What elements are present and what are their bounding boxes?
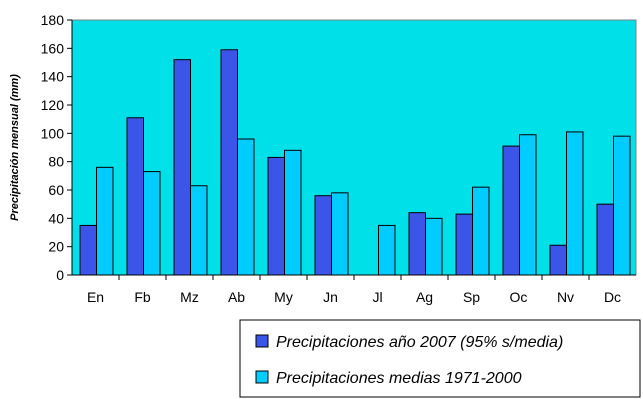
bar-Jn-series-1 bbox=[314, 195, 332, 276]
bar-Mz-series-1 bbox=[173, 59, 191, 276]
bar-Sp-series-2 bbox=[472, 186, 490, 276]
bar-My-series-1 bbox=[267, 156, 285, 276]
x-tick-label: En bbox=[87, 289, 104, 305]
bars bbox=[79, 49, 631, 276]
x-axis-ticks: En Fb Mz Ab My Jn Jl Ag Sp Oc Nv Dc bbox=[87, 275, 621, 305]
y-tick-label: 20 bbox=[48, 239, 64, 255]
x-tick-label: Oc bbox=[510, 289, 528, 305]
y-tick-label: 60 bbox=[48, 182, 64, 198]
bar-Nv-series-1 bbox=[549, 244, 567, 276]
bar-My-series-2 bbox=[284, 149, 302, 276]
x-tick-label: Mz bbox=[180, 289, 199, 305]
bar-Mz-series-2 bbox=[190, 185, 208, 276]
y-tick-label: 120 bbox=[41, 97, 65, 113]
bar-Nv-series-2 bbox=[566, 131, 584, 276]
legend-swatch bbox=[255, 370, 269, 384]
legend-label: Precipitaciones año 2007 (95% s/media) bbox=[276, 334, 563, 351]
y-tick-label: 180 bbox=[41, 12, 65, 28]
y-tick-label: 80 bbox=[48, 154, 64, 170]
bar-Ag-series-2 bbox=[425, 217, 443, 276]
x-tick-label: Sp bbox=[463, 289, 480, 305]
legend: Precipitaciones año 2007 (95% s/media) Pr… bbox=[239, 319, 641, 398]
bar-Oc-series-1 bbox=[502, 145, 520, 276]
bar-Jl-series-2 bbox=[378, 224, 396, 276]
legend-box bbox=[239, 319, 641, 398]
x-tick-label: Nv bbox=[557, 289, 574, 305]
y-tick-label: 160 bbox=[41, 40, 65, 56]
y-tick-label: 40 bbox=[48, 210, 64, 226]
x-tick-label: Ag bbox=[416, 289, 433, 305]
bar-Ab-series-2 bbox=[237, 138, 255, 276]
x-tick-label: Jl bbox=[372, 289, 382, 305]
bar-Sp-series-1 bbox=[455, 213, 473, 276]
bar-Dc-series-1 bbox=[596, 203, 614, 276]
legend-swatch bbox=[255, 334, 269, 348]
plot-area bbox=[71, 19, 637, 276]
x-tick-label: Dc bbox=[604, 289, 621, 305]
bar-Fb-series-1 bbox=[126, 117, 144, 276]
bar-Oc-series-2 bbox=[519, 134, 537, 276]
bar-En-series-1 bbox=[79, 224, 97, 276]
bar-Fb-series-2 bbox=[143, 171, 161, 276]
x-tick-label: Fb bbox=[134, 289, 151, 305]
bar-Ag-series-1 bbox=[408, 212, 426, 276]
y-tick-label: 140 bbox=[41, 69, 65, 85]
bar-Dc-series-2 bbox=[613, 135, 631, 276]
bar-Ab-series-1 bbox=[220, 49, 238, 276]
bar-Jn-series-2 bbox=[331, 192, 349, 276]
x-tick-label: Ab bbox=[228, 289, 245, 305]
y-tick-label: 0 bbox=[56, 267, 64, 283]
x-tick-label: My bbox=[274, 289, 293, 305]
bar-En-series-2 bbox=[96, 166, 114, 276]
y-axis-ticks: 0 20 40 60 80 100 120 140 160 180 bbox=[41, 12, 72, 283]
y-axis-label: Precipitación mensual (mm) bbox=[9, 74, 21, 221]
y-tick-label: 100 bbox=[41, 125, 65, 141]
legend-label: Precipitaciones medias 1971-2000 bbox=[276, 370, 522, 387]
x-tick-label: Jn bbox=[323, 289, 338, 305]
